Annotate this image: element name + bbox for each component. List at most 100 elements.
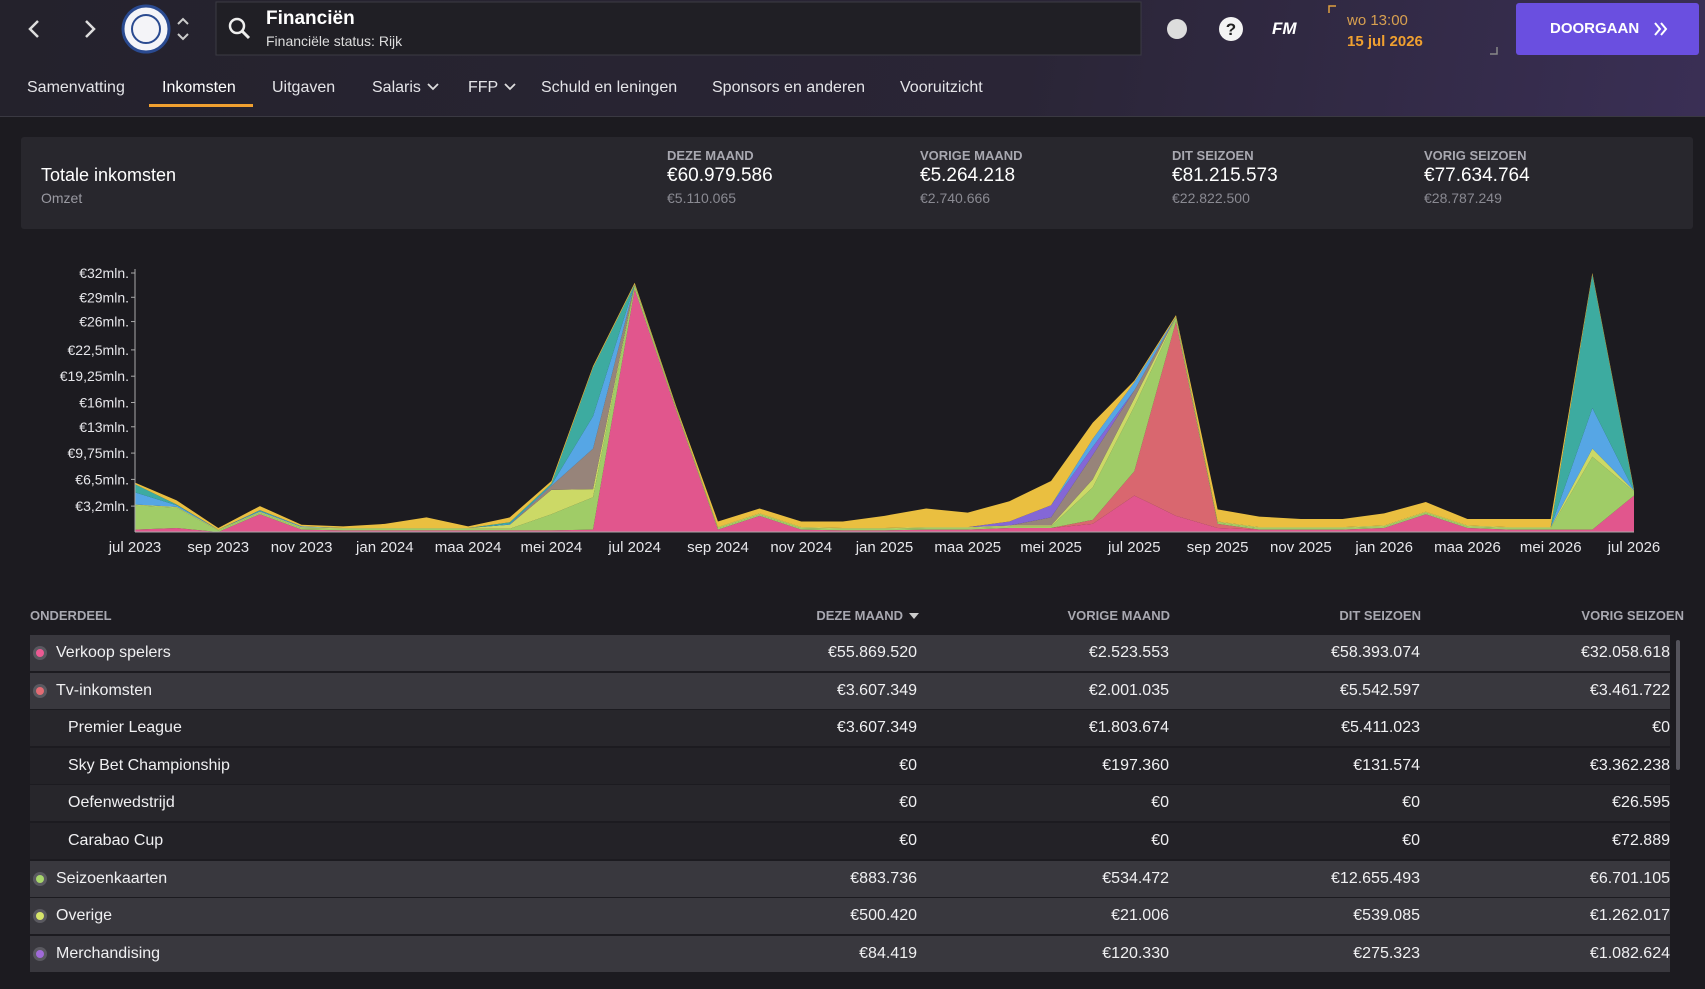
- continue-chevrons: [1654, 22, 1668, 36]
- row-value: €883.736: [850, 869, 917, 887]
- column-header[interactable]: DEZE MAAND: [816, 608, 903, 623]
- club-badge[interactable]: [121, 4, 171, 54]
- income-area: [135, 284, 1634, 530]
- row-value: €1.082.624: [1589, 944, 1670, 962]
- table-row[interactable]: [30, 747, 1670, 785]
- dropdown-chevron: [498, 79, 517, 96]
- row-value: €3.362.238: [1589, 756, 1670, 774]
- help-mark: ?: [1226, 20, 1236, 39]
- row-name: Sky Bet Championship: [68, 756, 230, 774]
- x-tick-label: sep 2025: [1187, 539, 1249, 556]
- y-tick-label: €19,25mln.: [60, 368, 129, 384]
- x-tick-label: maa 2025: [934, 539, 1001, 556]
- tab[interactable]: Vooruitzicht: [900, 79, 983, 96]
- y-tick-label: €26mln.: [79, 314, 129, 330]
- row-value: €131.574: [1353, 756, 1420, 774]
- table-row[interactable]: [30, 823, 1670, 860]
- x-tick-label: jul 2025: [1107, 539, 1161, 556]
- stat-value: €77.634.764: [1424, 165, 1530, 186]
- row-value: €197.360: [1102, 756, 1169, 774]
- table-row[interactable]: [30, 935, 1670, 973]
- summary-subtitle: Omzet: [41, 190, 83, 206]
- row-value: €0: [1151, 794, 1169, 812]
- search-icon: [228, 17, 246, 35]
- time: wo 13:00: [1347, 12, 1408, 29]
- continue-button[interactable]: [1516, 3, 1699, 55]
- table-row[interactable]: [30, 672, 1670, 710]
- column-header[interactable]: ONDERDEEL: [30, 608, 112, 623]
- table-row[interactable]: [30, 898, 1670, 936]
- search-box[interactable]: [215, 1, 1142, 56]
- table-row[interactable]: [30, 710, 1670, 748]
- row-value: €2.001.035: [1088, 681, 1169, 699]
- x-tick-label: mei 2024: [521, 539, 583, 556]
- x-tick-label: mei 2026: [1520, 539, 1582, 556]
- row-value: €32.058.618: [1581, 644, 1670, 661]
- table-row[interactable]: [30, 860, 1670, 898]
- row-value: €0: [899, 794, 917, 812]
- x-tick-label: jul 2026: [1607, 539, 1661, 556]
- column-header[interactable]: VORIGE MAAND: [1067, 608, 1170, 623]
- x-tick-label: maa 2026: [1434, 539, 1501, 556]
- row-name: Seizoenkaarten: [56, 869, 168, 887]
- fm-logo[interactable]: FM: [1272, 19, 1297, 38]
- row-value: €0: [1402, 832, 1420, 849]
- row-name: Oefenwedstrijd: [68, 794, 175, 812]
- column-header[interactable]: DIT SEIZOEN: [1339, 608, 1421, 623]
- tab-underline: [149, 104, 253, 107]
- stat-label: VORIG SEIZOEN: [1424, 148, 1527, 163]
- row-value: €84.419: [859, 944, 917, 962]
- forward-button[interactable]: [85, 20, 96, 38]
- help-icon[interactable]: [1219, 17, 1243, 41]
- stat-value: €60.979.586: [667, 165, 773, 186]
- column-header[interactable]: VORIG SEIZOEN: [1581, 608, 1684, 623]
- continue-label[interactable]: DOORGAAN: [1550, 20, 1640, 37]
- tab[interactable]: FFP: [468, 79, 517, 97]
- tab[interactable]: Schuld en leningen: [541, 79, 678, 96]
- header-icons: ?: [28, 1, 1699, 56]
- y-tick-label: €6,5mln.: [75, 471, 129, 487]
- stat-sub: €22.822.500: [1172, 190, 1250, 206]
- stat-sub: €5.110.065: [667, 190, 737, 206]
- income-area: [135, 274, 1634, 530]
- stat-value: €81.215.573: [1172, 165, 1278, 186]
- income-area: [135, 273, 1634, 530]
- x-tick-label: sep 2024: [687, 539, 749, 556]
- tab[interactable]: Samenvatting: [27, 79, 125, 96]
- row-value: €3.461.722: [1589, 681, 1670, 699]
- table-row[interactable]: [30, 785, 1670, 823]
- row-value: €58.393.074: [1331, 644, 1420, 661]
- club-switch[interactable]: [177, 17, 189, 41]
- stat-sub: €28.787.249: [1424, 190, 1502, 206]
- tab[interactable]: Sponsors en anderen: [712, 79, 865, 96]
- y-tick-label: €22,5mln.: [68, 342, 129, 358]
- row-name: Verkoop spelers: [56, 644, 171, 661]
- row-value: €5.542.597: [1339, 681, 1420, 699]
- y-tick-label: €29mln.: [79, 289, 129, 305]
- row-color-dot: [36, 912, 44, 921]
- row-name: Overige: [56, 907, 113, 925]
- income-area: [135, 289, 1634, 532]
- badge-ring: [131, 14, 161, 44]
- row-value: €0: [1151, 832, 1169, 849]
- row-value: €120.330: [1102, 944, 1169, 962]
- row-value: €5.411.023: [1341, 719, 1420, 737]
- dropdown-chevron: [421, 79, 440, 96]
- tab[interactable]: Inkomsten: [162, 79, 236, 96]
- row-value: €0: [1402, 794, 1420, 812]
- globe-icon[interactable]: [1167, 19, 1187, 39]
- y-tick-label: €32mln.: [79, 265, 129, 281]
- date: 15 jul 2026: [1347, 33, 1423, 50]
- x-tick-label: jan 2026: [1354, 539, 1413, 556]
- row-value: €1.262.017: [1589, 907, 1670, 925]
- y-tick-label: €3,2mln.: [75, 498, 129, 514]
- scrollbar[interactable]: [1676, 640, 1680, 770]
- tab[interactable]: Uitgaven: [272, 79, 336, 96]
- back-button[interactable]: [28, 20, 39, 38]
- income-area: [135, 284, 1634, 531]
- row-color-dot: [36, 874, 44, 883]
- row-name: Merchandising: [56, 944, 161, 962]
- row-color-dot: [36, 649, 44, 657]
- table-row[interactable]: [30, 635, 1670, 672]
- tab[interactable]: Salaris: [372, 79, 440, 97]
